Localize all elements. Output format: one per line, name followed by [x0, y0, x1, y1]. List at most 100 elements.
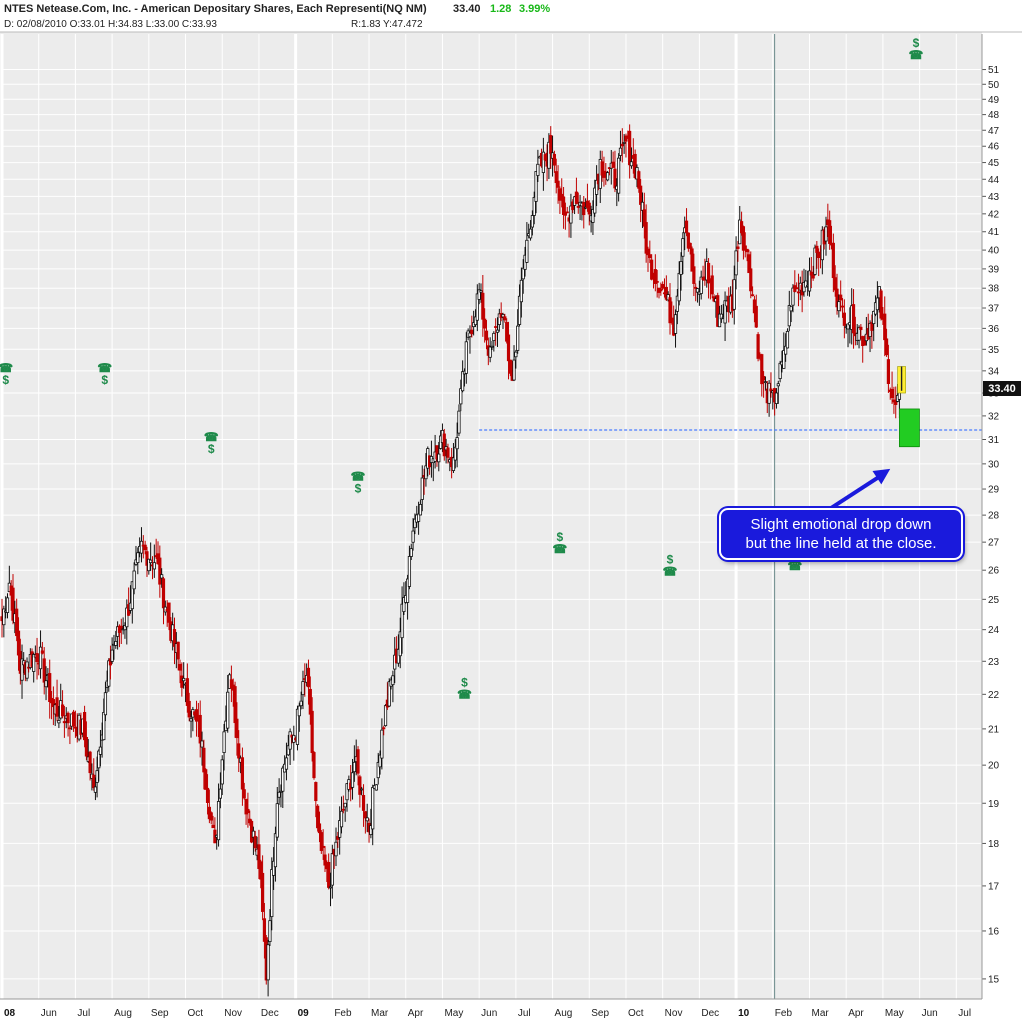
candle-body: [795, 287, 799, 290]
candle-body: [102, 712, 106, 741]
candle-body: [244, 798, 248, 815]
candle-body: [677, 272, 681, 302]
candle-body: [879, 290, 883, 319]
candle-body: [516, 325, 520, 351]
candle-body: [360, 788, 364, 791]
candle-body: [125, 607, 129, 628]
candle-body: [25, 661, 29, 679]
candle-body: [576, 206, 580, 208]
y-tick-label: 45: [988, 158, 1000, 169]
candle-body: [317, 823, 322, 834]
candle-body: [675, 295, 679, 312]
candle-body: [288, 731, 292, 750]
phone-icon: ☎: [0, 361, 13, 375]
candle-body: [723, 300, 727, 324]
candle-body: [505, 322, 509, 342]
candle-body: [488, 346, 492, 358]
x-tick-label: Oct: [628, 1008, 644, 1019]
candle-body: [272, 860, 276, 876]
x-tick-label: Apr: [848, 1008, 864, 1019]
candle-body: [119, 625, 123, 629]
candle-body: [668, 297, 672, 324]
phone-icon: ☎: [552, 542, 567, 556]
candle-body: [653, 269, 657, 284]
candle-body: [521, 267, 525, 280]
candle-body: [382, 727, 386, 730]
candle-body: [673, 314, 678, 334]
candle-body: [237, 743, 241, 759]
x-tick-label: Jun: [41, 1008, 57, 1019]
candle-body: [147, 558, 151, 572]
candle-body: [784, 345, 788, 355]
candle-body: [413, 518, 417, 529]
candle-body: [514, 351, 518, 358]
candle-body: [316, 805, 320, 829]
dollar-icon: $: [208, 442, 215, 456]
candle-body: [886, 359, 891, 384]
candle-body: [198, 714, 202, 744]
candle-body: [327, 861, 331, 888]
candle-body: [602, 170, 606, 178]
dollar-icon: $: [667, 552, 674, 566]
candle-body: [44, 680, 48, 688]
candle-body: [172, 629, 177, 647]
candle-body: [66, 712, 70, 724]
candle-body: [356, 749, 360, 774]
phone-icon: ☎: [908, 48, 923, 62]
candle-body: [760, 354, 764, 385]
candle-body: [286, 745, 290, 756]
x-tick-label: Dec: [701, 1008, 719, 1019]
dollar-icon: $: [101, 373, 108, 387]
y-tick-label: 32: [988, 411, 1000, 422]
candle-body: [338, 820, 342, 838]
candle-body: [117, 625, 122, 633]
event-marker: $☎: [908, 36, 923, 62]
dollar-icon: $: [913, 36, 920, 50]
y-tick-label: 36: [988, 324, 1000, 335]
candle-body: [15, 608, 19, 637]
candle-body: [785, 331, 790, 349]
candle-body: [811, 274, 815, 279]
candle-body: [295, 708, 300, 745]
candle-body: [565, 211, 569, 214]
phone-icon: ☎: [457, 688, 472, 702]
candle-body: [820, 229, 824, 261]
candle-body: [161, 578, 166, 609]
candle-body: [831, 242, 835, 279]
candle-body: [556, 180, 560, 188]
phone-icon: ☎: [204, 430, 219, 444]
candle-body: [611, 161, 615, 168]
candle-body: [202, 747, 206, 773]
candle-body: [416, 513, 421, 522]
event-marker: ☎$: [204, 430, 219, 456]
candle-body: [178, 664, 182, 671]
candle-body: [51, 699, 55, 708]
x-tick-label: Dec: [261, 1008, 279, 1019]
y-tick-label: 26: [988, 566, 1000, 577]
price-tag: 33.40: [988, 383, 1016, 395]
header-background: [0, 0, 1022, 32]
event-marker: ☎$: [97, 361, 112, 387]
candle-body: [437, 453, 441, 463]
candle-body: [870, 322, 874, 331]
y-tick-label: 27: [988, 538, 1000, 549]
candle-body: [71, 711, 76, 727]
candle-body: [130, 581, 134, 610]
candle-body: [218, 788, 222, 799]
candle-body: [405, 578, 410, 603]
candle-body: [270, 869, 274, 918]
candle-body: [618, 147, 623, 156]
candle-body: [661, 283, 665, 289]
header-change-pct: 3.99%: [519, 3, 550, 15]
candle-body: [336, 836, 340, 840]
candle-body: [824, 226, 828, 242]
candle-body: [98, 746, 103, 755]
candle-body: [387, 681, 391, 707]
candle-body: [273, 833, 278, 868]
candle-body: [455, 437, 459, 450]
candle-body: [644, 222, 648, 254]
candle-body: [532, 196, 536, 216]
y-tick-label: 29: [988, 485, 1000, 496]
candle-body: [380, 729, 384, 759]
candle-body: [732, 279, 736, 310]
